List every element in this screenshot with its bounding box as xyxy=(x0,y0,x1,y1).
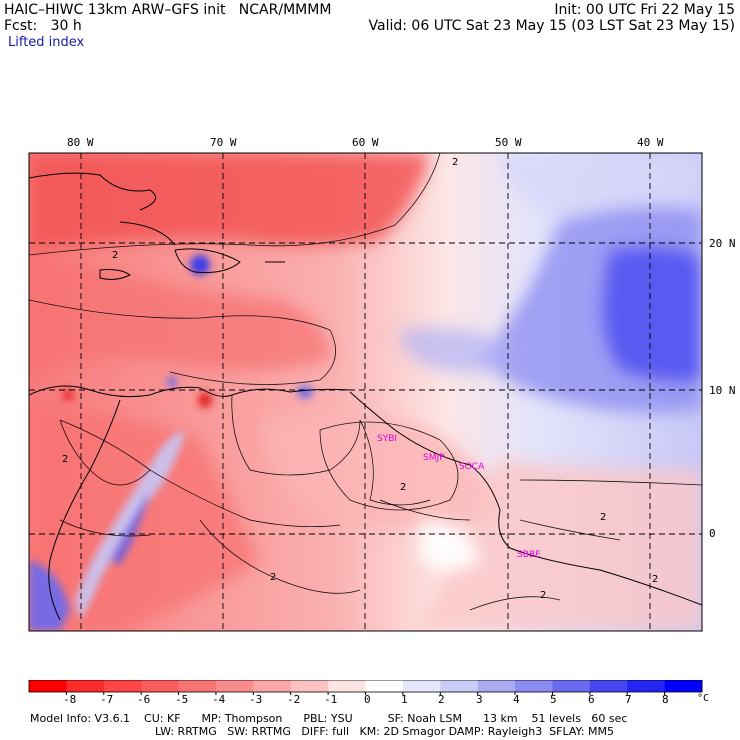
colorbar-swatch xyxy=(66,680,105,692)
colorbar-swatches xyxy=(29,680,703,695)
colorbar-swatch xyxy=(103,680,142,692)
init-time: Init: 00 UTC Fri 22 May 15 xyxy=(554,2,735,18)
lon-label-70w: 70 W xyxy=(210,136,237,149)
legend-tick: -1 xyxy=(324,693,338,706)
colorbar-swatch xyxy=(141,680,180,692)
colorbar-swatch xyxy=(477,680,516,692)
colorbar-swatch xyxy=(178,680,217,692)
colorbar-swatch xyxy=(589,680,628,692)
model-info-line2: LW: RRTMG SW: RRTMG DIFF: full KM: 2D Sm… xyxy=(155,725,615,738)
colorbar-swatch xyxy=(253,680,292,692)
legend-tick: 6 xyxy=(588,693,595,706)
lat-label-10n: 10 N xyxy=(709,384,736,397)
legend-tick: -6 xyxy=(137,693,151,706)
colorbar-swatch xyxy=(215,680,254,692)
contour-value-labels: 2 2 2 2 2 2 2 2 xyxy=(62,157,658,601)
model-title: HAIC–HIWC 13km ARW–GFS init NCAR/MMMM xyxy=(4,2,332,18)
lon-label-40w: 40 W xyxy=(637,136,664,149)
colorbar-swatch xyxy=(29,680,67,692)
colorbar-swatch xyxy=(552,680,591,692)
contour-label: 2 xyxy=(452,157,458,168)
legend-tick: -5 xyxy=(175,693,189,706)
station-smjp: SMJP xyxy=(423,453,445,463)
forecast-hour: Fcst: 30 h xyxy=(4,18,82,34)
colorbar-swatch xyxy=(290,680,329,692)
contour-label: 2 xyxy=(600,512,606,523)
lat-label-20n: 20 N xyxy=(709,237,736,250)
legend-tick: 0 xyxy=(364,693,371,706)
legend-tick: 4 xyxy=(513,693,520,706)
legend-tick: 3 xyxy=(476,693,483,706)
colorbar-swatch xyxy=(627,680,666,692)
valid-time: Valid: 06 UTC Sat 23 May 15 (03 LST Sat … xyxy=(368,18,735,34)
shaded-field xyxy=(29,153,702,631)
station-labels: SYBI SMJP SOCA SBBE xyxy=(377,434,541,560)
contour-label: 2 xyxy=(540,590,546,601)
lon-label-80w: 80 W xyxy=(67,136,94,149)
legend-tick: 2 xyxy=(438,693,445,706)
colorbar-swatch xyxy=(402,680,441,692)
legend-tick: 7 xyxy=(625,693,632,706)
lon-label-50w: 50 W xyxy=(495,136,522,149)
contour-lines xyxy=(29,153,702,611)
legend-tick: 8 xyxy=(662,693,669,706)
legend-tick: -8 xyxy=(63,693,77,706)
lon-label-60w: 60 W xyxy=(352,136,379,149)
colorbar-swatch xyxy=(365,680,404,692)
legend-tick: 5 xyxy=(550,693,557,706)
model-info-line1: Model Info: V3.6.1 CU: KF MP: Thompson P… xyxy=(30,712,628,725)
legend-tick: -2 xyxy=(287,693,301,706)
legend-tick: 1 xyxy=(401,693,408,706)
field-name: Lifted index xyxy=(8,35,85,50)
colorbar-swatch xyxy=(328,680,366,692)
colorbar xyxy=(28,680,703,695)
contour-label: 2 xyxy=(400,482,406,493)
colorbar-swatch xyxy=(664,680,703,692)
borders xyxy=(59,394,471,537)
map-frame xyxy=(28,152,703,632)
station-sybi: SYBI xyxy=(377,434,397,444)
contour-label: 2 xyxy=(62,454,68,465)
colorbar-swatch xyxy=(440,680,479,692)
colorbar-swatch xyxy=(515,680,553,692)
legend-tick: -7 xyxy=(100,693,114,706)
lat-lon-grid xyxy=(29,153,702,631)
legend-tick: -3 xyxy=(249,693,263,706)
contour-label: 2 xyxy=(652,574,658,585)
contour-label: 2 xyxy=(112,250,118,261)
station-sbbe: SBBE xyxy=(517,550,541,560)
contour-label: 2 xyxy=(270,572,276,583)
legend-unit: °C xyxy=(697,693,710,704)
legend-tick: -4 xyxy=(212,693,226,706)
station-soca: SOCA xyxy=(459,462,485,472)
lat-label-0: 0 xyxy=(709,527,716,540)
